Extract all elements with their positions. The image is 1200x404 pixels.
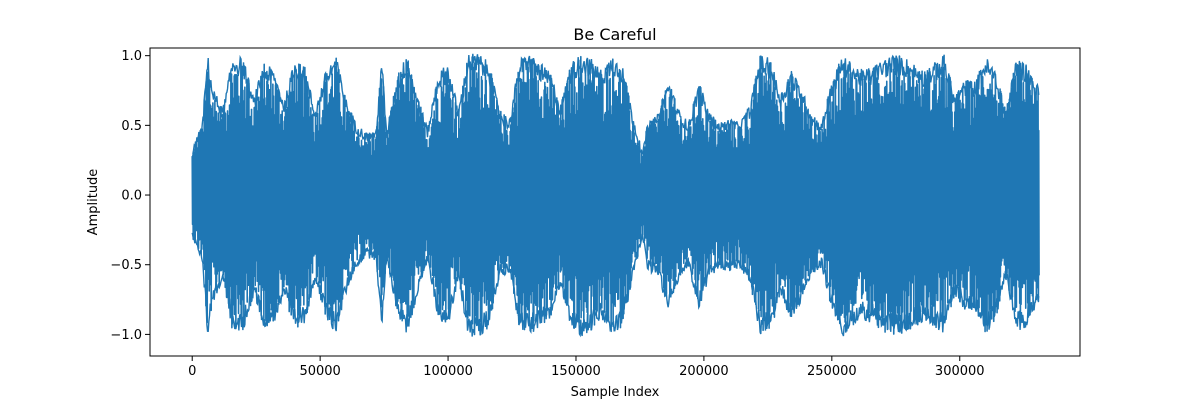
y-tick-label: −1.0	[110, 328, 142, 343]
waveform-upper-envelope	[192, 53, 1040, 155]
y-tick-label: −0.5	[110, 258, 142, 273]
y-axis-label: Amplitude	[86, 169, 101, 236]
x-tick-label: 0	[188, 364, 196, 379]
x-axis-label: Sample Index	[571, 385, 660, 400]
waveform-line	[191, 54, 1040, 336]
plot-frame	[149, 47, 1081, 357]
chart-title: Be Careful	[573, 25, 656, 44]
x-tick-label: 200000	[679, 364, 729, 379]
waveform-series	[191, 53, 1040, 338]
y-axis: −1.0 −0.5 0.0 0.5 1.0	[110, 49, 150, 343]
x-tick-label: 100000	[423, 364, 473, 379]
y-tick-label: 1.0	[121, 49, 142, 64]
x-tick-label: 250000	[807, 364, 857, 379]
waveform-lower-envelope	[191, 232, 1040, 338]
x-tick-label: 150000	[551, 364, 601, 379]
x-tick-label: 50000	[299, 364, 340, 379]
x-tick-label: 300000	[935, 364, 985, 379]
x-axis: 0 50000 100000 150000 200000 250000 300000	[188, 356, 985, 379]
y-tick-label: 0.5	[121, 119, 142, 134]
y-tick-label: 0.0	[121, 189, 142, 204]
